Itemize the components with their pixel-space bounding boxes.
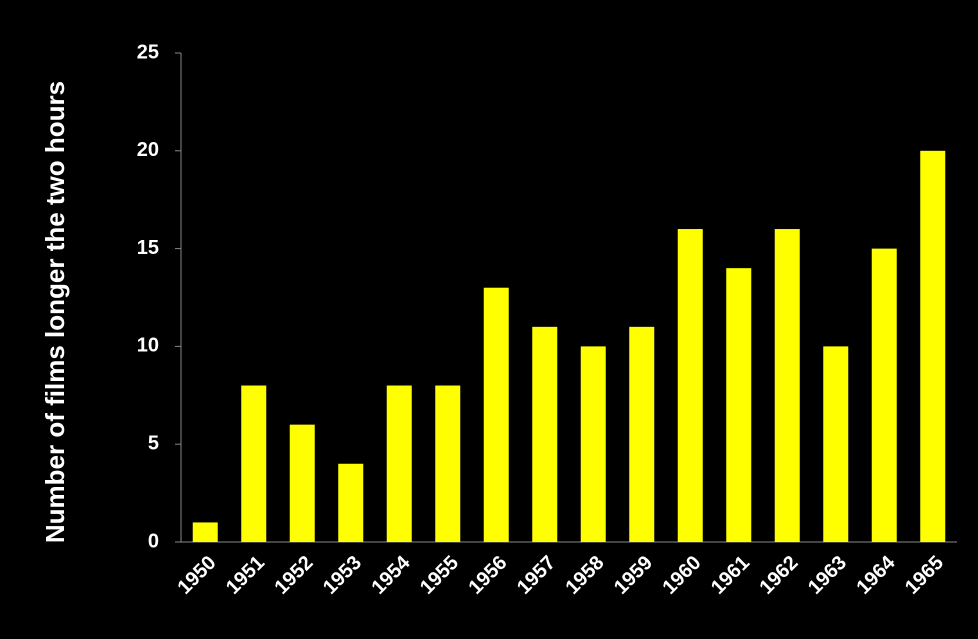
bar xyxy=(241,385,267,542)
x-tick-label: 1964 xyxy=(852,551,900,599)
x-tick-label: 1952 xyxy=(270,552,317,599)
y-tick-label: 15 xyxy=(137,237,159,259)
y-tick-label: 5 xyxy=(148,432,159,454)
x-tick-label: 1954 xyxy=(367,551,415,599)
bar xyxy=(920,150,946,543)
bar xyxy=(435,385,461,542)
bar xyxy=(580,346,606,542)
x-tick-label: 1960 xyxy=(658,552,705,599)
bar xyxy=(338,463,364,542)
bar xyxy=(726,268,752,542)
bar xyxy=(483,287,509,542)
x-tick-label: 1958 xyxy=(561,552,608,599)
y-axis-label: Number of films longer the two hours xyxy=(40,81,70,543)
x-tick-label: 1963 xyxy=(804,552,851,599)
x-tick-label: 1951 xyxy=(222,552,269,599)
x-tick-label: 1956 xyxy=(464,552,511,599)
x-tick-label: 1962 xyxy=(755,552,802,599)
bar xyxy=(677,229,703,543)
bar xyxy=(774,229,800,543)
bar xyxy=(823,346,849,542)
bar xyxy=(532,326,558,542)
bar xyxy=(289,424,315,542)
y-tick-label: 25 xyxy=(137,41,159,63)
bar xyxy=(871,248,897,542)
bar xyxy=(386,385,412,542)
x-tick-label: 1961 xyxy=(707,552,754,599)
bar xyxy=(192,522,218,542)
x-tick-label: 1959 xyxy=(610,552,657,599)
x-tick-label: 1957 xyxy=(513,552,560,599)
x-tick-label: 1965 xyxy=(901,552,948,599)
x-tick-label: 1950 xyxy=(173,552,220,599)
y-tick-label: 10 xyxy=(137,335,159,357)
x-tick-label: 1953 xyxy=(319,552,366,599)
y-tick-label: 20 xyxy=(137,139,159,161)
bar xyxy=(629,326,655,542)
y-tick-label: 0 xyxy=(148,530,159,552)
x-tick-label: 1955 xyxy=(416,552,463,599)
